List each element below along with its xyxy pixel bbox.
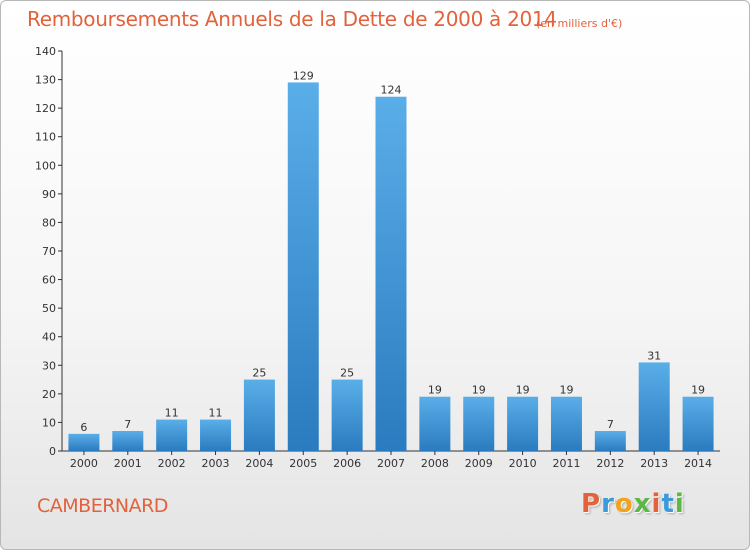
y-tick-label: 100 xyxy=(35,159,56,172)
y-tick-label: 70 xyxy=(42,245,56,258)
bar-2014 xyxy=(682,396,714,451)
bar-value-label: 11 xyxy=(165,407,179,420)
bar-2002 xyxy=(156,419,188,451)
y-tick-label: 110 xyxy=(35,131,56,144)
x-tick-label: 2014 xyxy=(684,457,712,470)
bar-2000 xyxy=(68,433,100,451)
bar-2010 xyxy=(507,396,539,451)
proxiti-logo[interactable]: Proxiti xyxy=(581,489,685,519)
bar-value-label: 19 xyxy=(691,384,705,397)
bar-2004 xyxy=(243,379,275,451)
y-tick-label: 0 xyxy=(49,445,56,458)
x-tick-label: 2008 xyxy=(421,457,449,470)
x-tick-label: 2005 xyxy=(289,457,317,470)
x-tick-label: 2003 xyxy=(202,457,230,470)
bar-value-label: 19 xyxy=(516,384,530,397)
place-name: CAMBERNARD xyxy=(37,495,168,517)
y-tick-label: 130 xyxy=(35,74,56,87)
bar-2009 xyxy=(463,396,495,451)
logo-letter: o xyxy=(614,489,634,519)
bar-2008 xyxy=(419,396,451,451)
bar-value-label: 129 xyxy=(293,69,314,82)
bar-value-label: 19 xyxy=(559,384,573,397)
bar-value-label: 25 xyxy=(252,367,266,380)
bar-value-label: 19 xyxy=(472,384,486,397)
bar-2012 xyxy=(594,431,626,451)
x-tick-label: 2011 xyxy=(552,457,580,470)
y-tick-label: 140 xyxy=(35,45,56,58)
x-tick-label: 2000 xyxy=(70,457,98,470)
x-tick-label: 2009 xyxy=(465,457,493,470)
x-tick-label: 2007 xyxy=(377,457,405,470)
x-tick-label: 2010 xyxy=(509,457,537,470)
x-tick-label: 2012 xyxy=(596,457,624,470)
logo-letter: i xyxy=(651,489,662,519)
bar-2001 xyxy=(112,431,144,451)
bar-value-label: 6 xyxy=(80,421,87,434)
chart-title: Remboursements Annuels de la Dette de 20… xyxy=(27,7,557,31)
bar-2011 xyxy=(550,396,582,451)
x-tick-label: 2006 xyxy=(333,457,361,470)
y-tick-label: 90 xyxy=(42,188,56,201)
bar-2006 xyxy=(331,379,363,451)
y-tick-label: 20 xyxy=(42,388,56,401)
y-tick-label: 50 xyxy=(42,302,56,315)
x-tick-label: 2004 xyxy=(245,457,273,470)
bar-value-label: 11 xyxy=(209,407,223,420)
bar-2003 xyxy=(200,419,232,451)
y-tick-label: 80 xyxy=(42,216,56,229)
bar-value-label: 25 xyxy=(340,367,354,380)
y-tick-label: 60 xyxy=(42,274,56,287)
bars: 6 7 11 11 25 129 25 124 19 19 19 19 7 31 19 xyxy=(68,69,714,451)
bar-2007 xyxy=(375,96,407,451)
logo-letter: r xyxy=(601,489,615,519)
x-tick-label: 2002 xyxy=(158,457,186,470)
y-tick-label: 30 xyxy=(42,359,56,372)
logo-letter: t xyxy=(661,489,675,519)
y-tick-label: 40 xyxy=(42,331,56,344)
bar-2013 xyxy=(638,362,670,451)
y-tick-label: 120 xyxy=(35,102,56,115)
bar-value-label: 7 xyxy=(124,418,131,431)
bar-2005 xyxy=(287,82,319,451)
y-tick-label: 10 xyxy=(42,416,56,429)
bar-value-label: 124 xyxy=(381,84,402,97)
x-tick-label: 2013 xyxy=(640,457,668,470)
chart-unit: (en milliers d'€) xyxy=(536,17,623,30)
logo-letter: P xyxy=(581,489,602,519)
bar-value-label: 7 xyxy=(607,418,614,431)
x-ticks: 2000 2001 2002 2003 2004 2005 2006 2007 2008 2009… xyxy=(70,451,712,470)
logo-letter: i xyxy=(674,489,685,519)
bar-value-label: 31 xyxy=(647,349,661,362)
bar-value-label: 19 xyxy=(428,384,442,397)
y-ticks: 0 10 20 30 40 50 60 70 80 90 100 110 120 130 140 xyxy=(35,45,62,458)
logo-letter: x xyxy=(633,489,652,519)
x-tick-label: 2001 xyxy=(114,457,142,470)
